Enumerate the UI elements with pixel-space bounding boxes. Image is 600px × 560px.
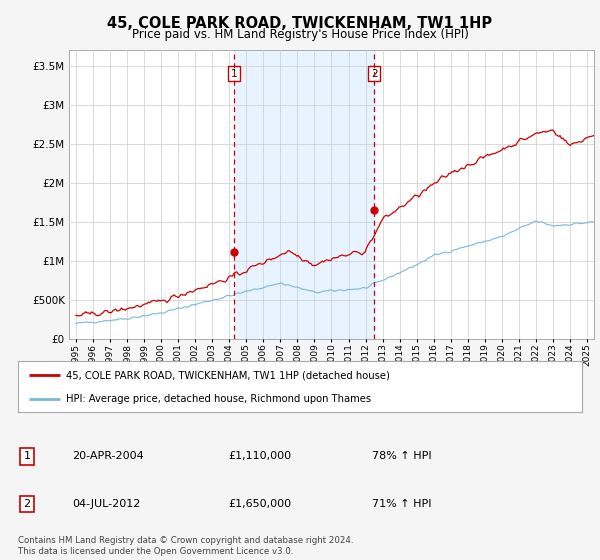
Text: 20-APR-2004: 20-APR-2004 xyxy=(72,451,144,461)
Text: 2: 2 xyxy=(23,499,31,509)
Text: 45, COLE PARK ROAD, TWICKENHAM, TW1 1HP: 45, COLE PARK ROAD, TWICKENHAM, TW1 1HP xyxy=(107,16,493,31)
Text: 78% ↑ HPI: 78% ↑ HPI xyxy=(372,451,431,461)
Bar xyxy=(235,50,374,339)
Text: 71% ↑ HPI: 71% ↑ HPI xyxy=(372,499,431,509)
Text: Price paid vs. HM Land Registry's House Price Index (HPI): Price paid vs. HM Land Registry's House … xyxy=(131,28,469,41)
Text: 2: 2 xyxy=(371,69,377,79)
Text: £1,650,000: £1,650,000 xyxy=(228,499,291,509)
Text: 04-JUL-2012: 04-JUL-2012 xyxy=(72,499,140,509)
Text: 1: 1 xyxy=(231,69,238,79)
Text: Contains HM Land Registry data © Crown copyright and database right 2024.
This d: Contains HM Land Registry data © Crown c… xyxy=(18,536,353,556)
Text: HPI: Average price, detached house, Richmond upon Thames: HPI: Average price, detached house, Rich… xyxy=(66,394,371,404)
Text: 45, COLE PARK ROAD, TWICKENHAM, TW1 1HP (detached house): 45, COLE PARK ROAD, TWICKENHAM, TW1 1HP … xyxy=(66,370,390,380)
Text: £1,110,000: £1,110,000 xyxy=(228,451,291,461)
Text: 1: 1 xyxy=(23,451,31,461)
